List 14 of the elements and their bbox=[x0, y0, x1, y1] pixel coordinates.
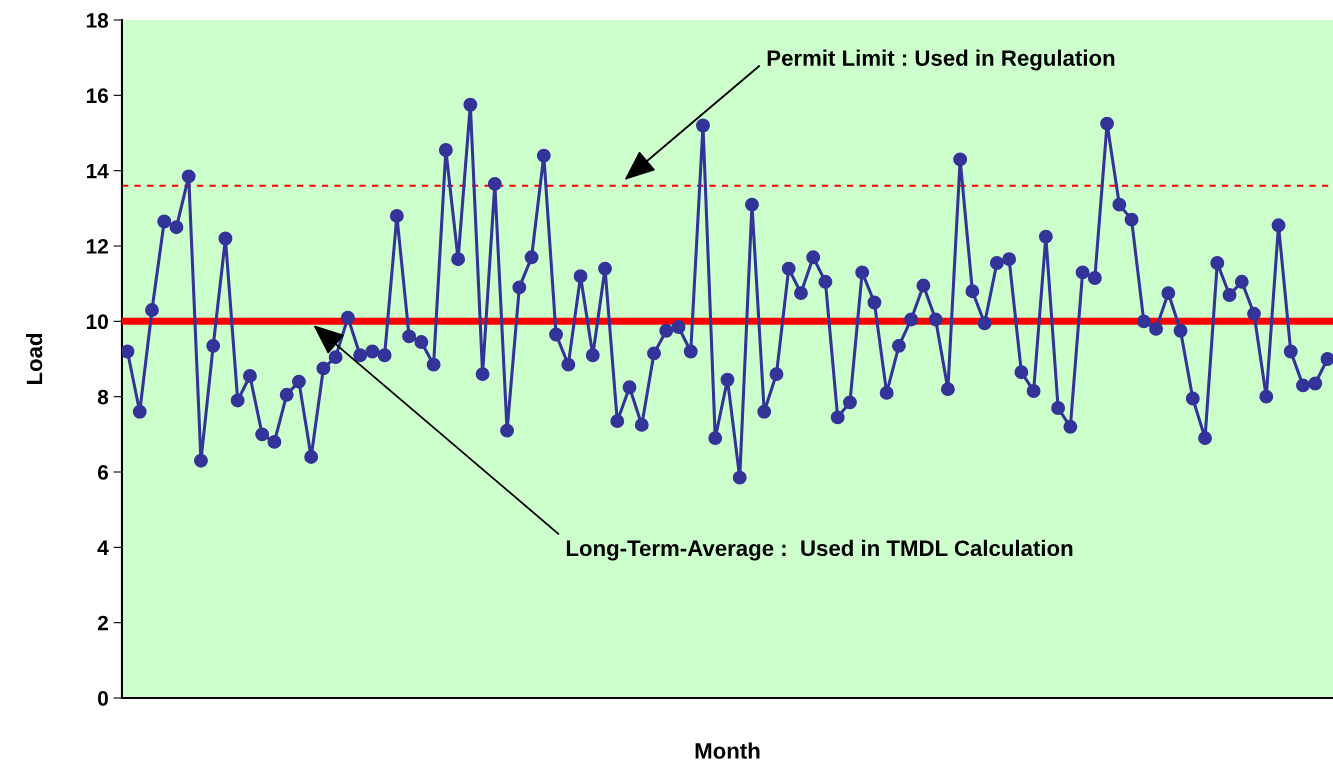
y-tick-label: 14 bbox=[86, 163, 109, 179]
y-tick-label: 2 bbox=[97, 615, 108, 631]
annotation: Long-Term-Average : Used in TMDL Calculation bbox=[566, 539, 1073, 561]
y-tick-label: 16 bbox=[86, 88, 109, 104]
y-tick-label: 8 bbox=[97, 389, 109, 405]
y-tick-label: 18 bbox=[86, 13, 109, 28]
y-tick-label: 6 bbox=[97, 465, 109, 480]
y-axis-title: Load bbox=[26, 333, 43, 385]
x-axis-title: Month bbox=[695, 742, 760, 759]
y-tick-label: 10 bbox=[86, 314, 108, 330]
annotation: Permit Limit : Used in Regulation bbox=[767, 49, 1115, 71]
y-tick-label: 0 bbox=[98, 691, 108, 706]
y-tick-label: 12 bbox=[86, 239, 108, 254]
y-tick-label: 4 bbox=[97, 540, 109, 555]
